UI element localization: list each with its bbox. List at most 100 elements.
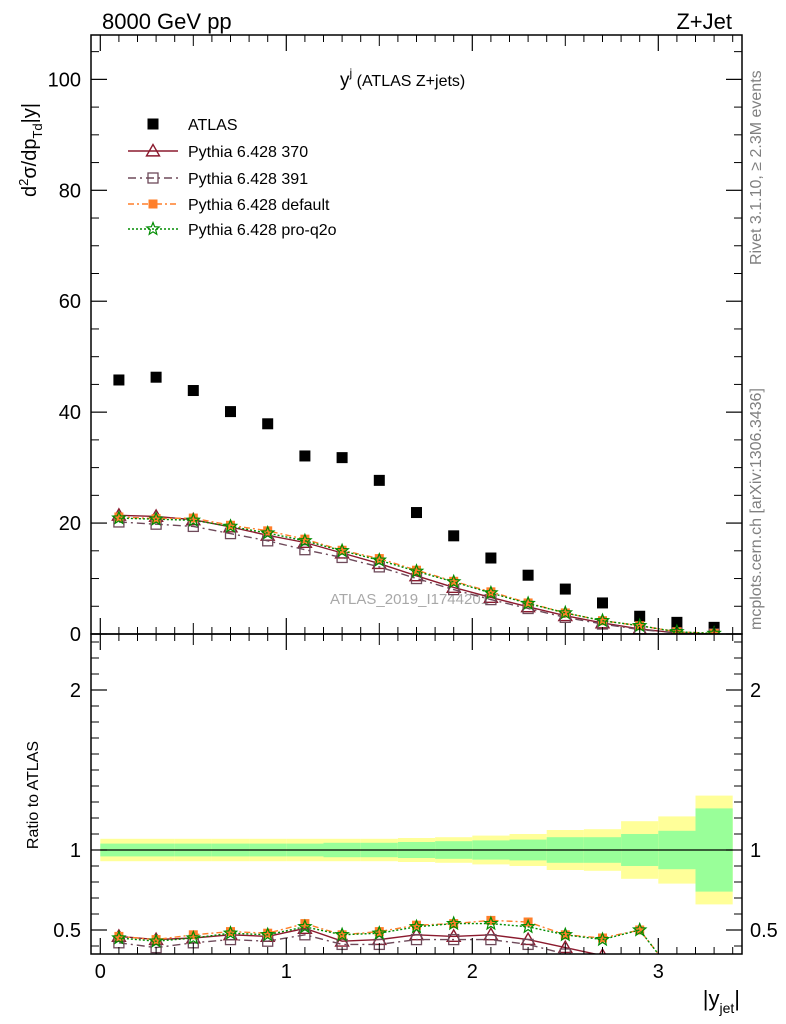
ratio-point-pdefault: [226, 927, 235, 937]
ratio-y-axis-label: Ratio to ATLAS: [25, 741, 42, 849]
ratio-point-p370: [445, 928, 462, 942]
series-point-pq2o: [297, 532, 313, 548]
legend-symbol-pdefault: [148, 199, 158, 209]
legend-label: Pythia 6.428 391: [188, 171, 308, 188]
watermark: ATLAS_2019_I1744201: [330, 591, 489, 608]
atlas-data-point: [522, 569, 534, 581]
ratio-y-tick-label: 1: [70, 840, 81, 862]
ratio-point-p370: [633, 960, 646, 971]
plot-title: yj (ATLAS Z+jets): [340, 66, 465, 91]
ratio-point-pq2o: [222, 925, 239, 940]
legend-label: Pythia 6.428 370: [188, 144, 308, 161]
ratio-point-pq2o: [148, 933, 164, 948]
atlas-data-point: [671, 616, 683, 628]
ratio-point-pq2o: [297, 918, 313, 934]
main-y-tick-label: 60: [59, 291, 81, 313]
legend-label: ATLAS: [188, 117, 238, 134]
series-point-pq2o: [408, 563, 425, 578]
atlas-data-point: [299, 450, 311, 462]
series-point-pq2o: [259, 524, 276, 540]
ratio-point-pq2o: [445, 915, 462, 931]
main-y-tick-label: 0: [70, 624, 81, 646]
series-point-pdefault: [523, 598, 533, 608]
ratio-point-p391: [485, 933, 497, 946]
ratio-point-pdefault: [412, 920, 421, 930]
ratio-point-pdefault: [151, 935, 161, 945]
series-line-p370: [118, 514, 715, 634]
ratio-y-tick-label-right: 2: [750, 680, 761, 702]
ratio-panel: 0.5 0.5 1 1 2 2 0 1 2 3 Ratio to ATLAS |yjet|: [25, 633, 778, 1016]
legend-label: Pythia 6.428 pro-q2o: [188, 222, 337, 239]
series-point-pdefault: [486, 587, 496, 597]
ratio-point-pq2o: [111, 929, 127, 945]
ratio-point-pq2o: [594, 931, 611, 947]
ratio-point-pq2o: [371, 925, 388, 940]
plot-title-sup: j: [349, 66, 353, 80]
atlas-data-point: [225, 406, 236, 418]
ratio-point-pdefault: [263, 928, 273, 938]
series-point-pdefault: [374, 554, 384, 564]
atlas-data-point: [597, 597, 608, 609]
x-tick-label: 0: [95, 961, 106, 983]
series-point-pdefault: [263, 526, 273, 536]
series-point-pq2o: [185, 512, 202, 527]
ratio-point-p391: [598, 957, 608, 967]
atlas-data-point: [373, 474, 385, 486]
series-point-pdefault: [188, 513, 198, 523]
x-axis-label-sub: jet: [718, 1000, 734, 1016]
main-y-tick-label: 40: [59, 402, 81, 424]
series-point-p391: [299, 544, 311, 556]
ratio-point-p391: [410, 933, 423, 946]
series-point-pq2o: [371, 551, 388, 567]
ratio-point-pdefault: [114, 931, 124, 941]
series-point-pq2o: [111, 509, 127, 525]
ratio-line-pq2o: [118, 922, 660, 954]
x-axis-label: |yjet|: [703, 986, 740, 1016]
ratio-point-p391: [635, 967, 645, 977]
series-point-pdefault: [114, 512, 124, 522]
main-y-axis-label: d2σ/dpTd|y|: [16, 103, 45, 197]
ratio-point-pdefault: [523, 917, 533, 927]
series-point-pdefault: [337, 545, 347, 555]
x-axis-label-end: |: [734, 986, 740, 1011]
ratio-point-pdefault: [486, 915, 496, 925]
x-tick-label: 1: [281, 961, 292, 983]
ratio-point-pdefault: [635, 925, 645, 935]
x-tick-label: 3: [653, 961, 664, 983]
ratio-point-pdefault: [300, 919, 310, 929]
series-point-pdefault: [449, 576, 459, 586]
ratio-point-p370: [670, 975, 683, 986]
x-tick-label: 2: [467, 961, 478, 983]
series-line-p391: [118, 521, 715, 634]
ratio-point-pq2o: [334, 926, 350, 942]
atlas-data-point: [150, 371, 162, 383]
series-point-pq2o: [334, 542, 350, 558]
ratio-point-pq2o: [483, 915, 499, 931]
ratio-point-pq2o: [185, 929, 202, 945]
series-line-pq2o: [118, 517, 715, 634]
atlas-data-point: [448, 530, 460, 542]
ratio-point-pdefault: [598, 933, 607, 943]
ratio-point-pq2o: [259, 926, 276, 942]
main-y-axis-label-sub: Td: [30, 123, 45, 138]
atlas-data-point: [262, 418, 274, 430]
plot-title-rest: (ATLAS Z+jets): [352, 73, 465, 90]
series-point-pq2o: [669, 623, 685, 634]
atlas-data-point: [559, 583, 571, 595]
ratio-point-p391: [672, 986, 682, 996]
series-point-pq2o: [706, 625, 722, 634]
plot-title-main: y: [340, 70, 350, 91]
series-point-pq2o: [222, 518, 239, 534]
main-y-axis-label-c: |y|: [19, 103, 41, 123]
main-y-tick-label: 100: [48, 69, 81, 91]
atlas-data-point: [113, 374, 125, 386]
ratio-point-pq2o: [631, 921, 648, 937]
ratio-point-pq2o: [671, 972, 683, 984]
legend-symbol-p391: [147, 172, 159, 184]
series-point-pq2o: [483, 584, 499, 600]
main-y-tick-label: 20: [59, 513, 81, 535]
ratio-point-pdefault: [672, 974, 681, 983]
main-y-axis-label-b: σ/dp: [19, 139, 41, 179]
legend-symbol-atlas: [147, 118, 159, 130]
series-point-pdefault: [560, 608, 570, 618]
